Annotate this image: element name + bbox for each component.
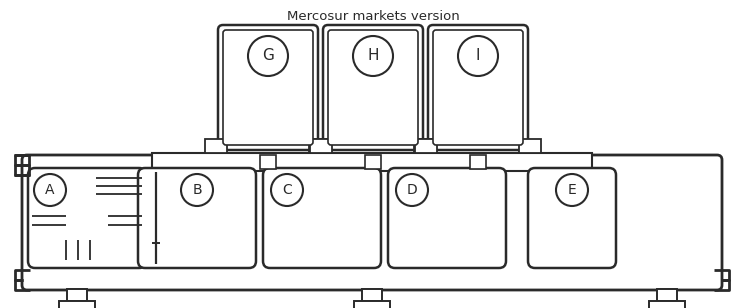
- Bar: [470, 155, 486, 169]
- FancyBboxPatch shape: [433, 30, 523, 145]
- FancyBboxPatch shape: [22, 155, 722, 290]
- Bar: [309, 139, 331, 153]
- Bar: [362, 289, 382, 301]
- FancyBboxPatch shape: [223, 30, 313, 145]
- FancyBboxPatch shape: [388, 168, 506, 268]
- Bar: [152, 153, 592, 171]
- Circle shape: [34, 174, 66, 206]
- Bar: [519, 139, 541, 153]
- FancyBboxPatch shape: [328, 30, 418, 145]
- Circle shape: [181, 174, 213, 206]
- Bar: [310, 139, 332, 153]
- Circle shape: [271, 174, 303, 206]
- Circle shape: [248, 36, 288, 76]
- FancyBboxPatch shape: [428, 25, 528, 150]
- FancyBboxPatch shape: [323, 25, 423, 150]
- Text: B: B: [192, 183, 202, 197]
- Bar: [67, 289, 87, 301]
- FancyBboxPatch shape: [263, 168, 381, 268]
- Text: Mercosur markets version: Mercosur markets version: [286, 10, 460, 23]
- Bar: [649, 301, 685, 308]
- Circle shape: [458, 36, 498, 76]
- Text: G: G: [262, 48, 274, 63]
- Text: I: I: [476, 48, 480, 63]
- FancyBboxPatch shape: [138, 168, 256, 268]
- FancyBboxPatch shape: [218, 25, 318, 150]
- FancyBboxPatch shape: [528, 168, 616, 268]
- Bar: [414, 139, 436, 153]
- Bar: [657, 289, 677, 301]
- Bar: [260, 155, 276, 169]
- Text: D: D: [407, 183, 417, 197]
- Circle shape: [353, 36, 393, 76]
- Text: A: A: [46, 183, 54, 197]
- Circle shape: [396, 174, 428, 206]
- FancyBboxPatch shape: [28, 168, 146, 268]
- Bar: [205, 139, 227, 153]
- Text: C: C: [282, 183, 292, 197]
- Circle shape: [556, 174, 588, 206]
- Bar: [59, 301, 95, 308]
- Bar: [365, 155, 381, 169]
- Text: E: E: [568, 183, 577, 197]
- Bar: [354, 301, 390, 308]
- Bar: [415, 139, 437, 153]
- Text: H: H: [367, 48, 379, 63]
